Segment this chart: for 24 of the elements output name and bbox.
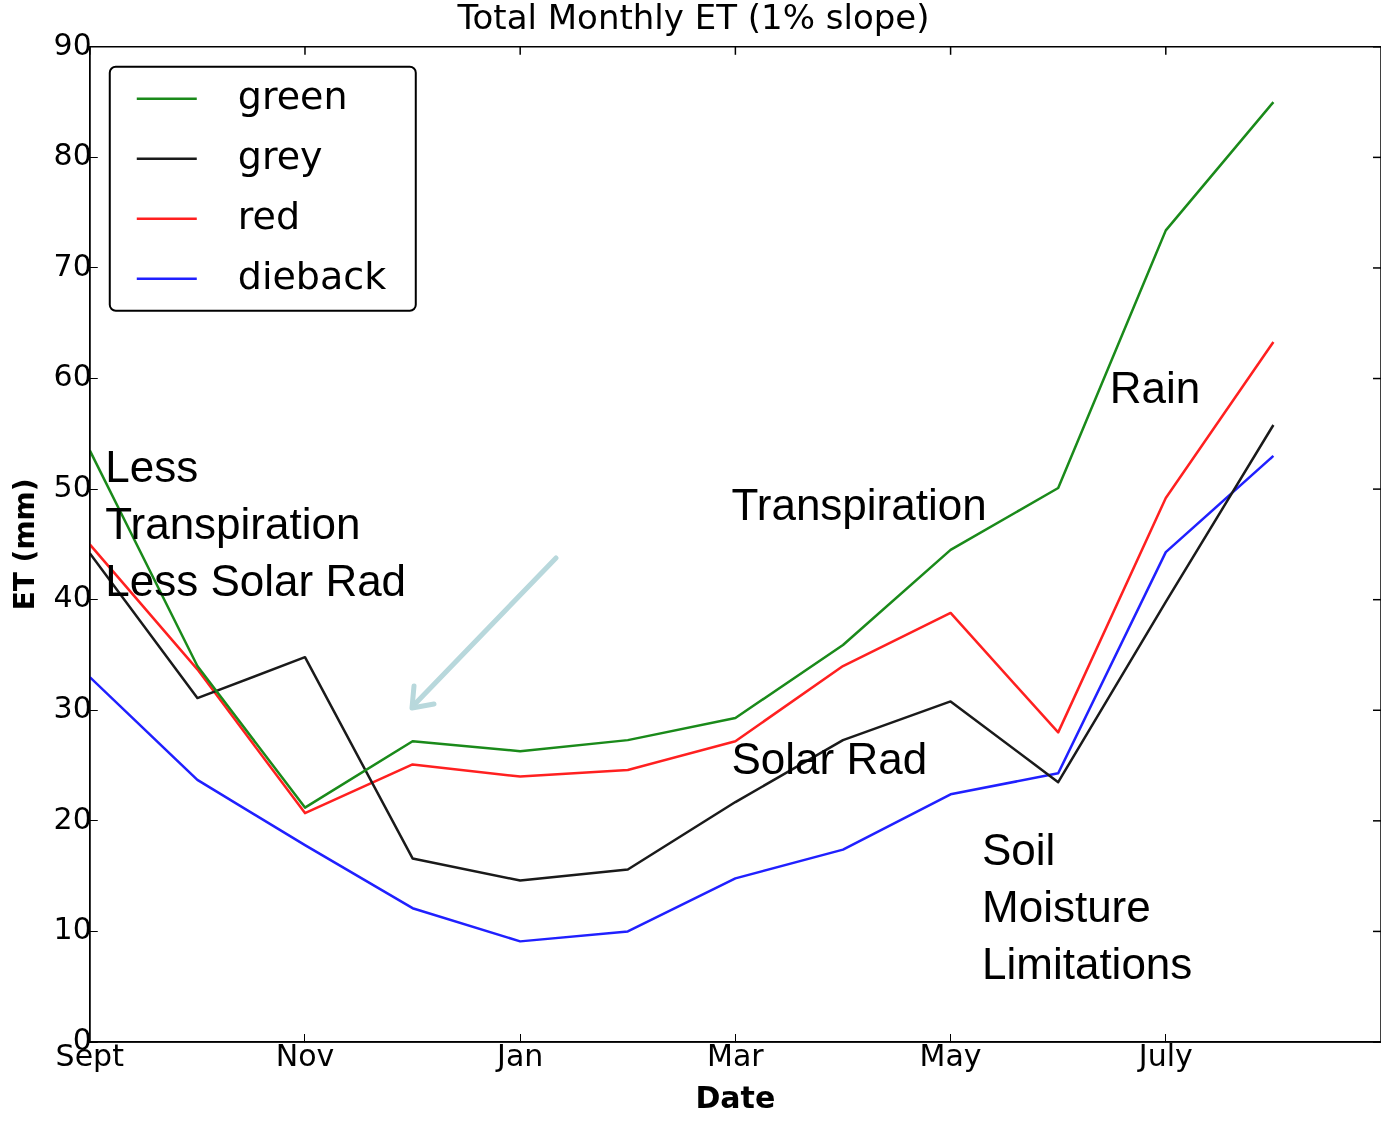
y-tick-label: 70 — [53, 247, 92, 283]
y-tick-label: 50 — [53, 468, 92, 504]
y-tick-label: 40 — [53, 579, 92, 615]
y-tick-label: 90 — [53, 26, 92, 62]
chart-title: Total Monthly ET (1% slope) — [456, 0, 930, 38]
y-tick-label: 30 — [53, 690, 92, 726]
x-tick-label: July — [1136, 1037, 1193, 1073]
x-tick-label: Mar — [707, 1037, 765, 1073]
x-tick-label: May — [919, 1037, 982, 1073]
y-axis-title: ET (mm) — [8, 478, 42, 611]
y-tick-label: 10 — [53, 911, 92, 947]
x-tick-label: Nov — [275, 1037, 335, 1073]
y-tick-label: 80 — [53, 137, 92, 173]
legend-label: green — [237, 73, 348, 118]
annotation: Transpiration — [731, 479, 987, 529]
y-tick-label: 20 — [53, 800, 92, 836]
legend-label: dieback — [237, 253, 387, 298]
x-axis-title: Date — [695, 1079, 776, 1115]
y-tick-label: 60 — [53, 358, 92, 394]
legend-label: red — [237, 193, 301, 238]
annotation: Soil Moisture Limitations — [982, 825, 1193, 989]
annotation: Rain — [1109, 363, 1201, 413]
x-tick-label: Jan — [495, 1037, 544, 1073]
legend-label: grey — [237, 133, 323, 178]
